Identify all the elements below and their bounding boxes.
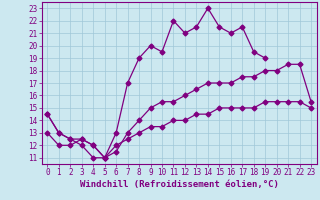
X-axis label: Windchill (Refroidissement éolien,°C): Windchill (Refroidissement éolien,°C) [80,180,279,189]
